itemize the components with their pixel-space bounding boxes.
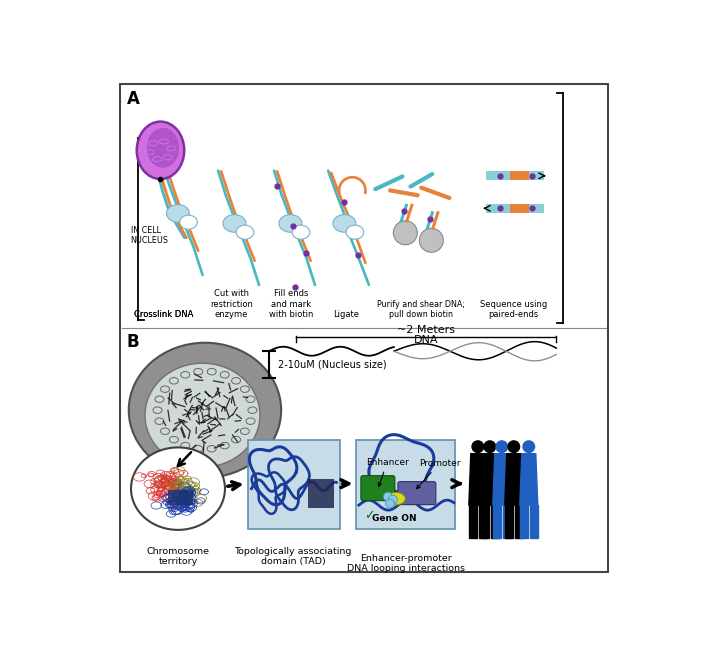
Text: Topologically associating
domain (TAD): Topologically associating domain (TAD): [234, 546, 351, 566]
Text: Chromosome
territory: Chromosome territory: [146, 546, 209, 566]
Polygon shape: [479, 505, 487, 537]
Bar: [486, 171, 544, 180]
Polygon shape: [481, 505, 488, 537]
FancyBboxPatch shape: [398, 482, 436, 505]
Bar: [510, 204, 529, 213]
Circle shape: [393, 221, 417, 245]
Polygon shape: [530, 505, 537, 537]
Ellipse shape: [333, 215, 356, 232]
Text: ~2 Meters: ~2 Meters: [398, 324, 455, 335]
Bar: [510, 171, 529, 180]
Polygon shape: [505, 505, 513, 537]
Bar: [248, 439, 340, 529]
Polygon shape: [503, 505, 510, 537]
Circle shape: [484, 440, 496, 453]
Bar: [486, 204, 544, 213]
Text: Sequence using
paired-ends: Sequence using paired-ends: [480, 300, 547, 319]
Polygon shape: [469, 454, 487, 505]
Circle shape: [496, 440, 508, 453]
Text: Crosslink DNA: Crosslink DNA: [134, 310, 194, 319]
Text: Promoter: Promoter: [417, 459, 460, 489]
Text: A: A: [126, 90, 139, 108]
Ellipse shape: [279, 215, 302, 232]
Ellipse shape: [223, 215, 246, 232]
Ellipse shape: [137, 121, 184, 179]
Ellipse shape: [131, 447, 225, 530]
Polygon shape: [491, 505, 499, 537]
Text: 2-10uM (Nucleus size): 2-10uM (Nucleus size): [278, 360, 386, 370]
Text: Enhancer-promoter
DNA looping interactions: Enhancer-promoter DNA looping interactio…: [347, 554, 465, 573]
Text: ✓: ✓: [364, 509, 374, 522]
Ellipse shape: [147, 128, 179, 168]
Circle shape: [383, 492, 393, 501]
Text: Purify and shear DNA;
pull down biotin: Purify and shear DNA; pull down biotin: [377, 300, 465, 319]
Circle shape: [388, 495, 398, 504]
Circle shape: [471, 440, 484, 453]
Bar: [308, 479, 334, 508]
FancyBboxPatch shape: [361, 476, 395, 500]
Text: B: B: [126, 333, 139, 350]
Text: IN CELL
NUCLEUS: IN CELL NUCLEUS: [131, 226, 168, 245]
Polygon shape: [481, 454, 499, 505]
Circle shape: [508, 440, 520, 453]
Circle shape: [420, 228, 443, 252]
Ellipse shape: [180, 215, 197, 229]
Polygon shape: [520, 454, 537, 505]
Polygon shape: [520, 505, 528, 537]
Bar: [486, 204, 544, 213]
Circle shape: [386, 499, 394, 508]
Polygon shape: [493, 454, 510, 505]
Bar: [168, 490, 193, 505]
Text: DNA: DNA: [414, 336, 439, 345]
Ellipse shape: [386, 493, 405, 505]
Text: Fill ends
and mark
with biotin: Fill ends and mark with biotin: [269, 289, 314, 319]
Ellipse shape: [292, 225, 310, 239]
Polygon shape: [515, 505, 523, 537]
Ellipse shape: [346, 225, 364, 239]
Polygon shape: [505, 454, 523, 505]
Text: Gene ON: Gene ON: [372, 513, 417, 522]
Ellipse shape: [145, 363, 260, 467]
Ellipse shape: [236, 225, 253, 239]
Polygon shape: [469, 505, 477, 537]
Text: Crosslink DNA: Crosslink DNA: [134, 310, 194, 319]
Bar: [486, 171, 544, 180]
Text: Cut with
restriction
enzyme: Cut with restriction enzyme: [210, 289, 253, 319]
Polygon shape: [493, 505, 501, 537]
Text: Enhancer: Enhancer: [366, 458, 409, 486]
Text: Ligate: Ligate: [334, 310, 359, 319]
Bar: [356, 439, 455, 529]
Ellipse shape: [129, 343, 281, 478]
Ellipse shape: [167, 204, 190, 222]
Circle shape: [523, 440, 535, 453]
